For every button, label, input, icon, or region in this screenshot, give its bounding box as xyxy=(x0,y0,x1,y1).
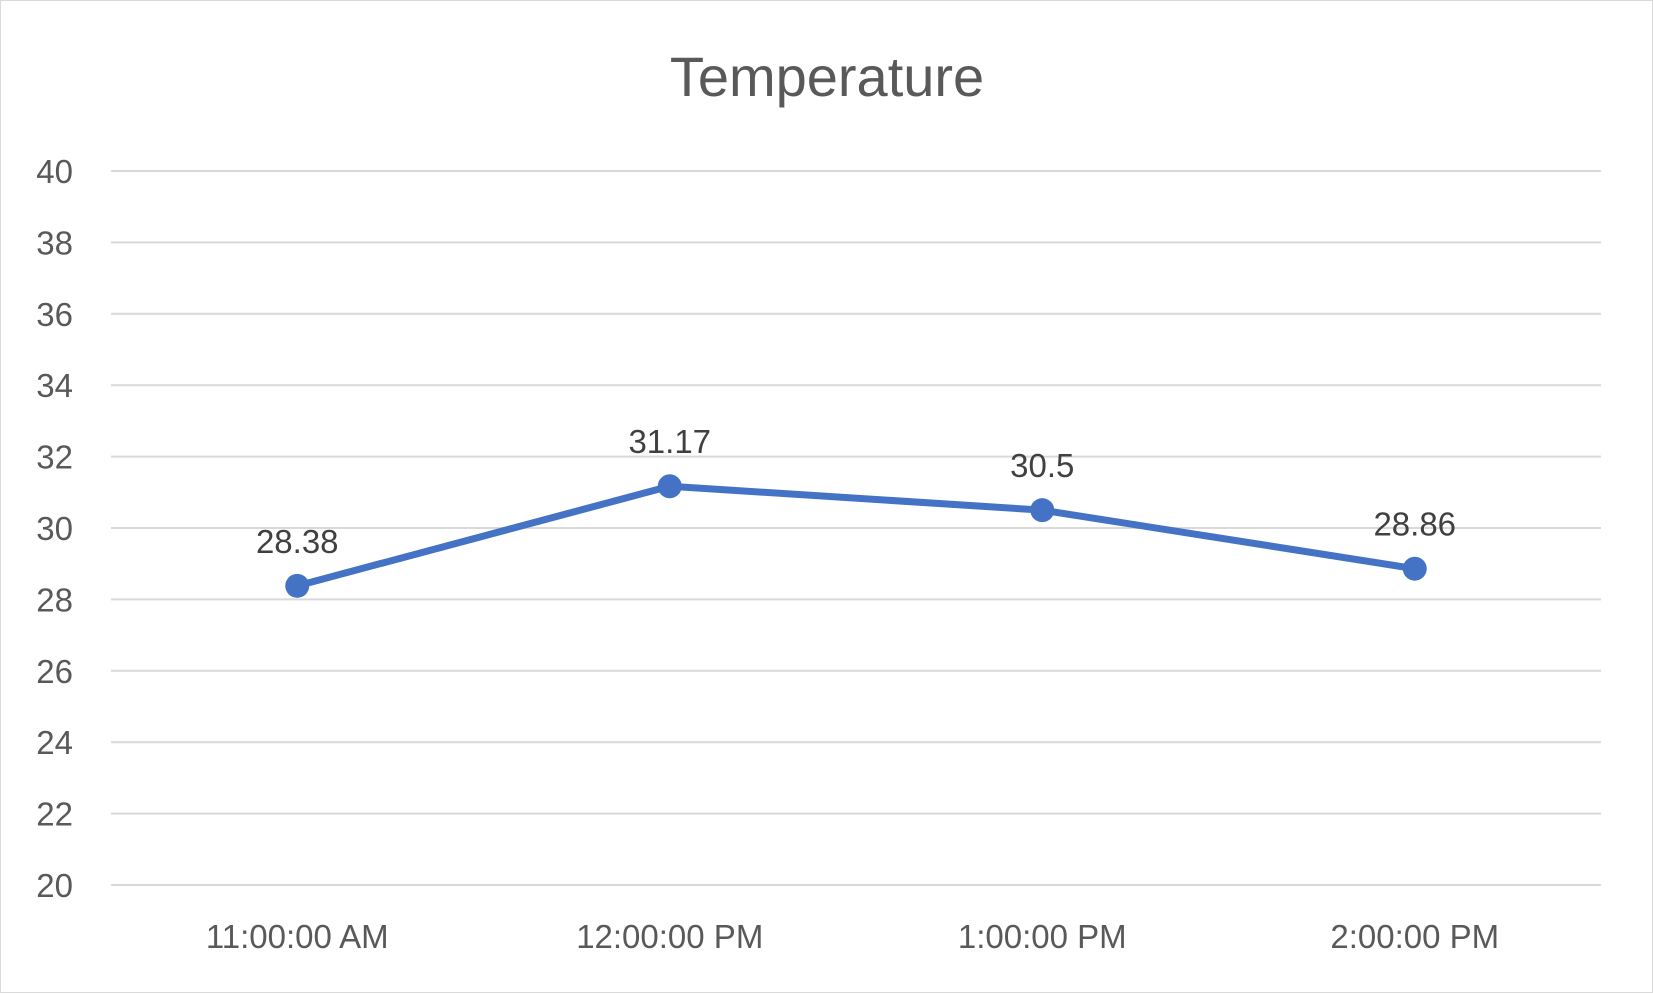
data-labels: 28.38 31.17 30.5 28.86 xyxy=(256,423,1456,560)
data-label: 28.38 xyxy=(256,523,339,560)
gridlines xyxy=(111,170,1601,886)
y-tick-label: 24 xyxy=(36,724,73,761)
x-tick-label: 1:00:00 PM xyxy=(958,918,1127,955)
series-layer xyxy=(285,474,1427,598)
y-tick-label: 38 xyxy=(36,224,73,261)
y-axis-tick-labels: 20 22 24 26 28 30 32 34 36 38 40 xyxy=(36,153,73,904)
x-tick-label: 2:00:00 PM xyxy=(1330,918,1499,955)
y-tick-label: 28 xyxy=(36,581,73,618)
data-label: 28.86 xyxy=(1373,506,1456,543)
y-tick-label: 26 xyxy=(36,653,73,690)
y-tick-label: 34 xyxy=(36,367,73,404)
x-tick-label: 12:00:00 PM xyxy=(576,918,763,955)
x-axis-tick-labels: 11:00:00 AM 12:00:00 PM 1:00:00 PM 2:00:00 … xyxy=(206,918,1499,955)
y-tick-label: 22 xyxy=(36,796,73,833)
data-point xyxy=(285,573,310,598)
data-label: 30.5 xyxy=(1010,447,1074,484)
data-point xyxy=(1030,498,1055,523)
y-tick-label: 40 xyxy=(36,153,73,190)
data-point xyxy=(657,474,682,499)
chart-title: Temperature xyxy=(670,45,984,108)
y-tick-label: 32 xyxy=(36,439,73,476)
y-tick-label: 36 xyxy=(36,296,73,333)
x-tick-label: 11:00:00 AM xyxy=(206,918,389,955)
y-tick-label: 30 xyxy=(36,510,73,547)
data-label: 31.17 xyxy=(628,423,711,460)
y-tick-label: 20 xyxy=(36,867,73,904)
series-line xyxy=(293,482,1419,590)
data-point xyxy=(1402,556,1427,581)
